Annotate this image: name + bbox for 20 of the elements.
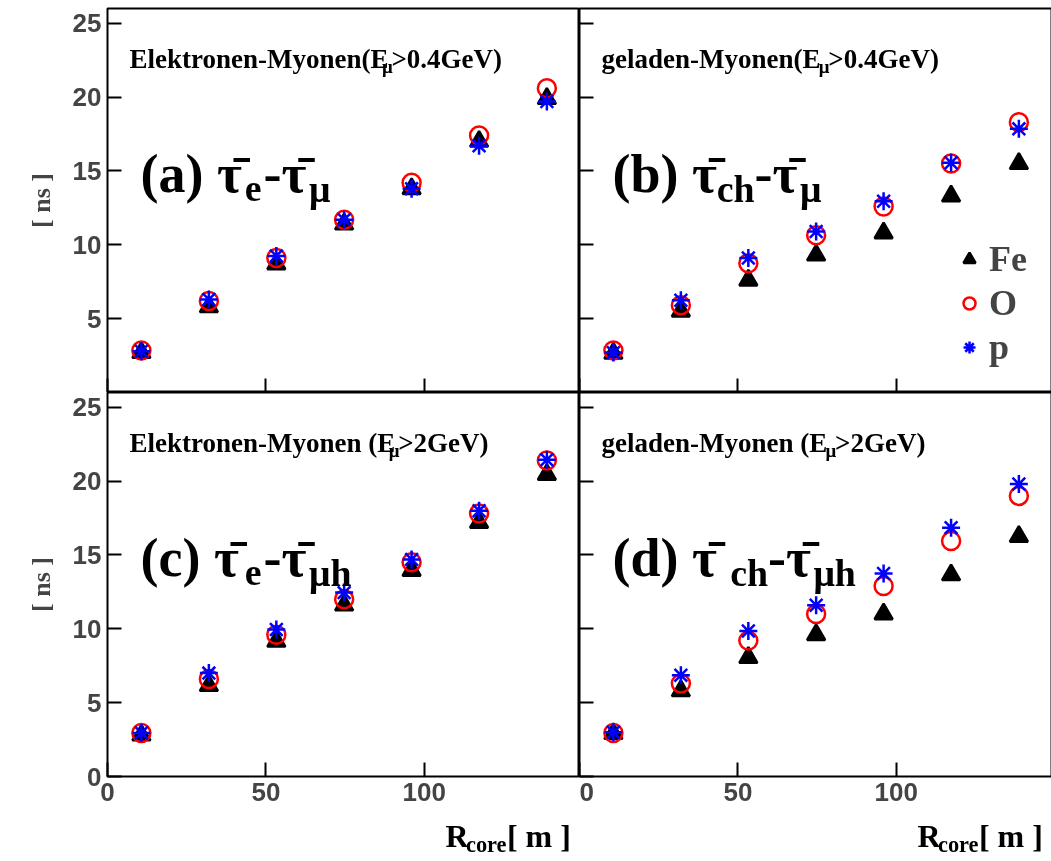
x-tick-label: 100 bbox=[402, 776, 446, 807]
legend-label: Fe bbox=[989, 238, 1027, 280]
y-tick-label: 10 bbox=[72, 613, 102, 644]
y-tick-label: 25 bbox=[72, 392, 102, 423]
x-tick-label: 50 bbox=[251, 776, 281, 807]
y-tick-label: 15 bbox=[72, 539, 102, 570]
y-tick-label: 15 bbox=[72, 155, 102, 186]
y-tick-label: 25 bbox=[72, 8, 102, 39]
legend-label: O bbox=[989, 282, 1018, 324]
y-tick-label: 5 bbox=[87, 687, 102, 718]
y-tick-label: 20 bbox=[72, 466, 102, 497]
y-axis-title: [ ns ] bbox=[26, 173, 56, 228]
y-tick-label: 20 bbox=[72, 82, 102, 113]
x-tick-label: 0 bbox=[579, 776, 594, 807]
legend-label: p bbox=[989, 326, 1010, 368]
x-tick-label: 100 bbox=[874, 776, 918, 807]
x-tick-label: 50 bbox=[723, 776, 753, 807]
y-tick-label: 10 bbox=[72, 229, 102, 260]
y-tick-label: 5 bbox=[87, 303, 102, 334]
y-axis-title: [ ns ] bbox=[26, 557, 56, 612]
